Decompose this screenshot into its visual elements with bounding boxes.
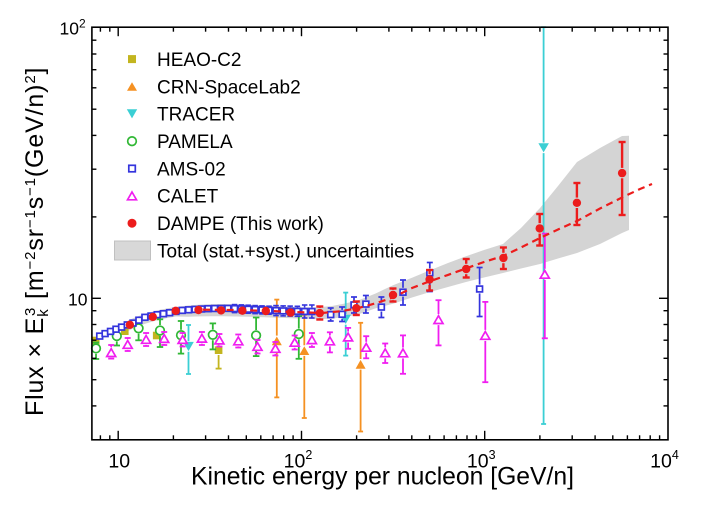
svg-text:10: 10	[60, 19, 80, 39]
svg-text:PAMELA: PAMELA	[157, 132, 233, 153]
svg-text:10: 10	[68, 290, 88, 310]
svg-text:Kinetic energy per nucleon [Ge: Kinetic energy per nucleon [GeV/n]	[191, 464, 574, 491]
svg-text:TRACER: TRACER	[157, 105, 235, 126]
svg-text:Total (stat.+syst.) uncertaint: Total (stat.+syst.) uncertainties	[157, 241, 414, 262]
svg-text:10: 10	[108, 451, 130, 473]
svg-text:HEAO-C2: HEAO-C2	[157, 50, 241, 71]
svg-text:CALET: CALET	[157, 187, 219, 208]
svg-text:CRN-SpaceLab2: CRN-SpaceLab2	[157, 77, 301, 98]
svg-text:AMS-02: AMS-02	[157, 159, 226, 180]
svg-text:DAMPE (This work): DAMPE (This work)	[157, 214, 324, 235]
svg-text:Flux × Ek3 [m−2sr−1s−1(GeV/n)2: Flux × Ek3 [m−2sr−1s−1(GeV/n)2]	[21, 67, 52, 416]
svg-text:2: 2	[79, 17, 86, 31]
